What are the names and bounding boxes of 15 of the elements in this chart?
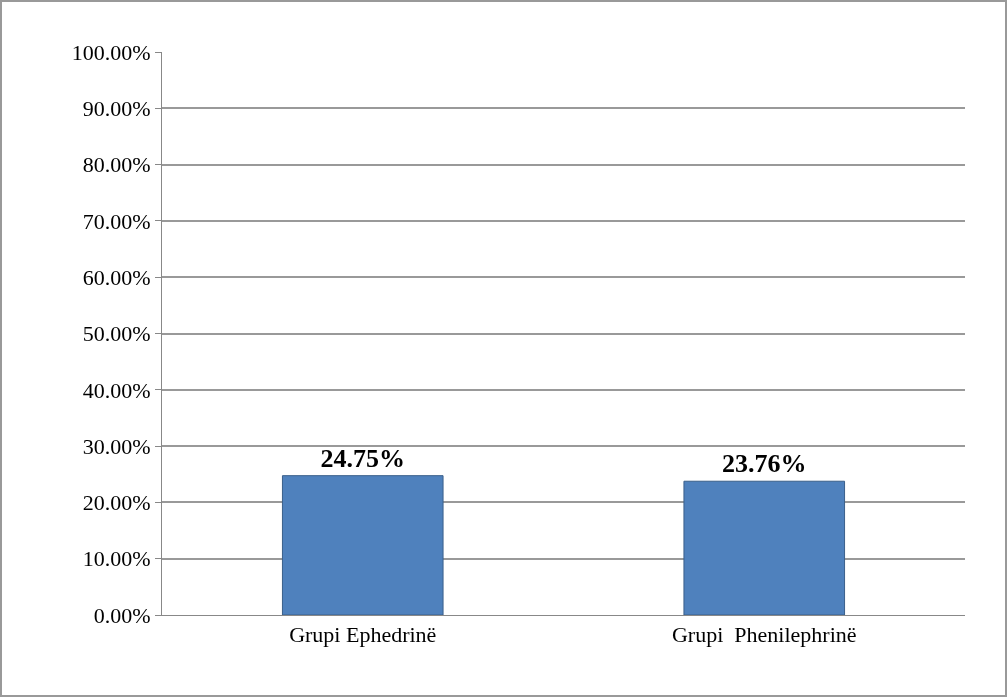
y-tick-label: 10.00%	[82, 546, 151, 572]
data-label: 23.76%	[722, 449, 807, 479]
data-label: 24.75%	[320, 443, 405, 473]
y-tick-label: 0.00%	[93, 602, 151, 628]
x-tick-label: Grupi Ephedrinë	[289, 622, 437, 648]
y-tick-label: 100.00%	[71, 39, 151, 65]
y-tick-label: 60.00%	[82, 264, 151, 290]
y-tick-label: 70.00%	[82, 208, 151, 234]
x-tick-label: Grupi Phenilephrinë	[671, 622, 857, 648]
y-tick-label: 80.00%	[82, 152, 151, 178]
y-tick-label: 30.00%	[82, 433, 151, 459]
y-tick-label: 50.00%	[82, 321, 151, 347]
y-tick-label: 40.00%	[82, 377, 151, 403]
y-tick-label: 20.00%	[82, 490, 151, 516]
y-tick-label: 90.00%	[82, 96, 151, 121]
